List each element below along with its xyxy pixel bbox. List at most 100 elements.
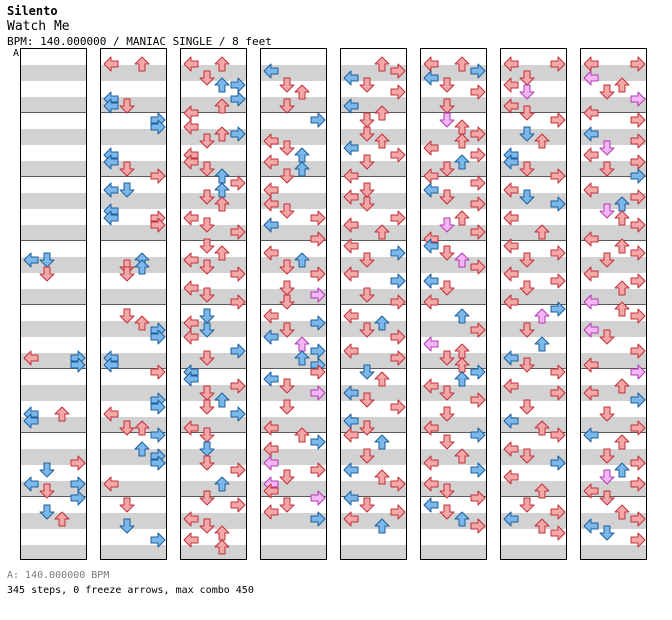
step-arrow-left xyxy=(423,168,439,184)
measure-line xyxy=(21,176,86,177)
measure-line xyxy=(181,176,246,177)
step-arrow-left xyxy=(183,105,199,121)
step-arrow-right xyxy=(550,245,566,261)
step-arrow-left xyxy=(263,504,279,520)
measure-line xyxy=(581,304,646,305)
step-arrow-down xyxy=(599,203,615,219)
step-arrow-left xyxy=(423,294,439,310)
measure-line xyxy=(261,368,326,369)
step-arrow-right xyxy=(390,273,406,289)
step-arrow-down xyxy=(279,77,295,93)
step-arrow-left xyxy=(343,98,359,114)
step-arrow-right xyxy=(470,196,486,212)
step-arrow-left xyxy=(343,189,359,205)
step-arrow-left xyxy=(423,336,439,352)
step-arrow-right xyxy=(310,434,326,450)
step-arrow-down xyxy=(359,420,375,436)
step-arrow-up xyxy=(214,98,230,114)
step-arrow-down xyxy=(199,133,215,149)
measure-line xyxy=(21,112,86,113)
step-arrow-down xyxy=(39,504,55,520)
step-arrow-left xyxy=(343,343,359,359)
step-arrow-right xyxy=(550,504,566,520)
step-arrow-right xyxy=(470,224,486,240)
step-arrow-right xyxy=(310,112,326,128)
step-arrow-right xyxy=(550,168,566,184)
step-arrow-down xyxy=(199,441,215,457)
step-arrow-down xyxy=(199,217,215,233)
chart-column xyxy=(340,48,407,560)
step-arrow-left xyxy=(503,294,519,310)
step-arrow-right xyxy=(470,126,486,142)
step-arrow-right xyxy=(390,504,406,520)
step-arrow-right xyxy=(630,245,646,261)
artist-name: Silento xyxy=(7,4,58,18)
step-arrow-right xyxy=(150,364,166,380)
chart-column xyxy=(580,48,647,560)
step-arrow-down xyxy=(199,518,215,534)
step-arrow-down xyxy=(439,112,455,128)
step-arrow-left xyxy=(583,322,599,338)
measure-line xyxy=(341,304,406,305)
step-arrow-down xyxy=(199,350,215,366)
step-arrow-down xyxy=(359,182,375,198)
step-arrow-left xyxy=(103,154,119,170)
step-arrow-down xyxy=(359,252,375,268)
measure-line xyxy=(421,112,486,113)
step-arrow-up xyxy=(134,420,150,436)
measure-line xyxy=(21,304,86,305)
step-arrow-down xyxy=(599,490,615,506)
step-arrow-up xyxy=(614,378,630,394)
step-arrow-left xyxy=(343,511,359,527)
step-arrow-down xyxy=(119,497,135,513)
step-arrow-down xyxy=(39,483,55,499)
step-arrow-left xyxy=(263,245,279,261)
step-arrow-right xyxy=(630,56,646,72)
measure-line xyxy=(421,368,486,369)
step-arrow-down xyxy=(279,203,295,219)
step-arrow-up xyxy=(214,539,230,555)
step-arrow-up xyxy=(294,252,310,268)
step-arrow-right xyxy=(390,294,406,310)
step-arrow-up xyxy=(134,315,150,331)
step-arrow-left xyxy=(343,385,359,401)
step-arrow-down xyxy=(519,126,535,142)
step-arrow-left xyxy=(23,252,39,268)
step-arrow-right xyxy=(630,91,646,107)
step-arrow-left xyxy=(183,154,199,170)
measure-line xyxy=(341,240,406,241)
step-arrow-left xyxy=(183,56,199,72)
step-arrow-left xyxy=(183,210,199,226)
step-arrow-down xyxy=(279,294,295,310)
step-arrow-left xyxy=(343,462,359,478)
step-arrow-up xyxy=(294,427,310,443)
step-arrow-right xyxy=(230,126,246,142)
step-arrow-right xyxy=(390,147,406,163)
chart-column xyxy=(500,48,567,560)
step-arrow-left xyxy=(583,70,599,86)
step-arrow-left xyxy=(583,427,599,443)
step-arrow-left xyxy=(343,140,359,156)
step-arrow-down xyxy=(279,280,295,296)
step-arrow-right xyxy=(150,399,166,415)
step-arrow-left xyxy=(503,182,519,198)
step-arrow-left xyxy=(583,266,599,282)
step-arrow-up xyxy=(614,280,630,296)
step-arrow-left xyxy=(583,231,599,247)
step-arrow-left xyxy=(503,413,519,429)
step-arrow-right xyxy=(550,427,566,443)
step-arrow-right xyxy=(550,56,566,72)
step-arrow-right xyxy=(630,273,646,289)
step-arrow-left xyxy=(183,371,199,387)
bpm-marker: A xyxy=(13,48,20,59)
step-arrow-up xyxy=(214,245,230,261)
step-arrow-down xyxy=(279,259,295,275)
step-arrow-down xyxy=(359,154,375,170)
step-arrow-down xyxy=(519,357,535,373)
measure-line xyxy=(101,176,166,177)
step-arrow-down xyxy=(599,329,615,345)
step-arrow-right xyxy=(550,385,566,401)
step-arrow-down xyxy=(199,399,215,415)
step-arrow-down xyxy=(519,189,535,205)
step-arrow-left xyxy=(263,217,279,233)
